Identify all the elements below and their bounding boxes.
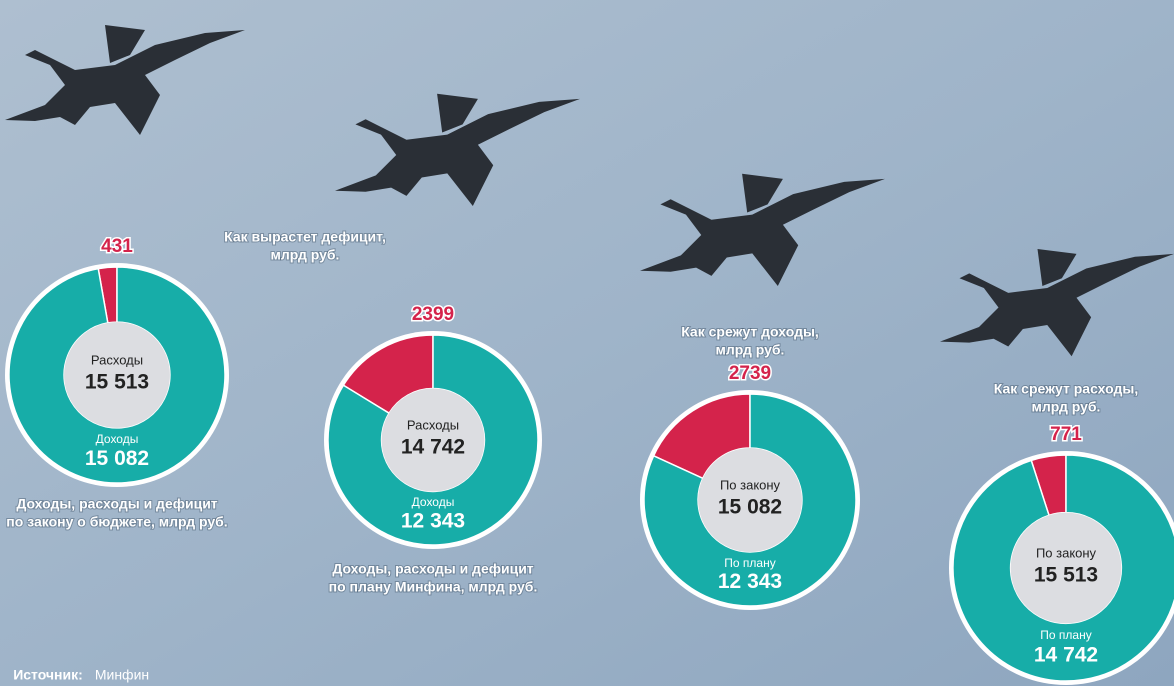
chart-title: млрд руб. xyxy=(716,342,785,358)
total-label: Расходы xyxy=(407,417,459,432)
category-label: Доходы xyxy=(412,495,455,509)
value-label: 14 742 xyxy=(1034,644,1098,667)
center xyxy=(381,388,485,492)
total-label: Расходы xyxy=(91,352,143,367)
chart-title: млрд руб. xyxy=(1032,399,1101,415)
chart-title: Как срежут доходы, xyxy=(681,324,819,340)
chart-title: по закону о бюджете, млрд руб. xyxy=(6,514,227,530)
total-value: 15 513 xyxy=(85,371,149,394)
center xyxy=(64,322,170,428)
total-value: 14 742 xyxy=(401,436,465,459)
total-value: 15 513 xyxy=(1034,564,1098,587)
category-label: Доходы xyxy=(96,432,139,446)
chart-title: по плану Минфина, млрд руб. xyxy=(329,579,538,595)
category-label: По плану xyxy=(1040,628,1091,642)
total-label: По закону xyxy=(1036,545,1097,560)
center xyxy=(698,448,802,552)
chart-title: Доходы, расходы и дефицит xyxy=(16,496,217,512)
value-label: 12 343 xyxy=(401,509,465,532)
value-label: 12 343 xyxy=(718,570,782,593)
center xyxy=(1010,512,1122,624)
value-label: 2399 xyxy=(412,304,454,325)
total-label: По закону xyxy=(720,477,781,492)
total-value: 15 082 xyxy=(718,496,782,519)
value-label: 431 xyxy=(101,236,133,257)
value-label: 2739 xyxy=(729,363,771,384)
category-label: По плану xyxy=(724,556,775,570)
chart-title: Доходы, расходы и дефицит xyxy=(332,561,533,577)
annotation: Как вырастет дефицит, xyxy=(224,229,386,245)
annotation: млрд руб. xyxy=(271,247,340,263)
value-label: 15 082 xyxy=(85,447,149,470)
source-label: Источник: xyxy=(13,667,83,683)
source: Минфин xyxy=(95,667,149,683)
value-label: 771 xyxy=(1050,424,1082,445)
chart-title: Как срежут расходы, xyxy=(994,381,1138,397)
